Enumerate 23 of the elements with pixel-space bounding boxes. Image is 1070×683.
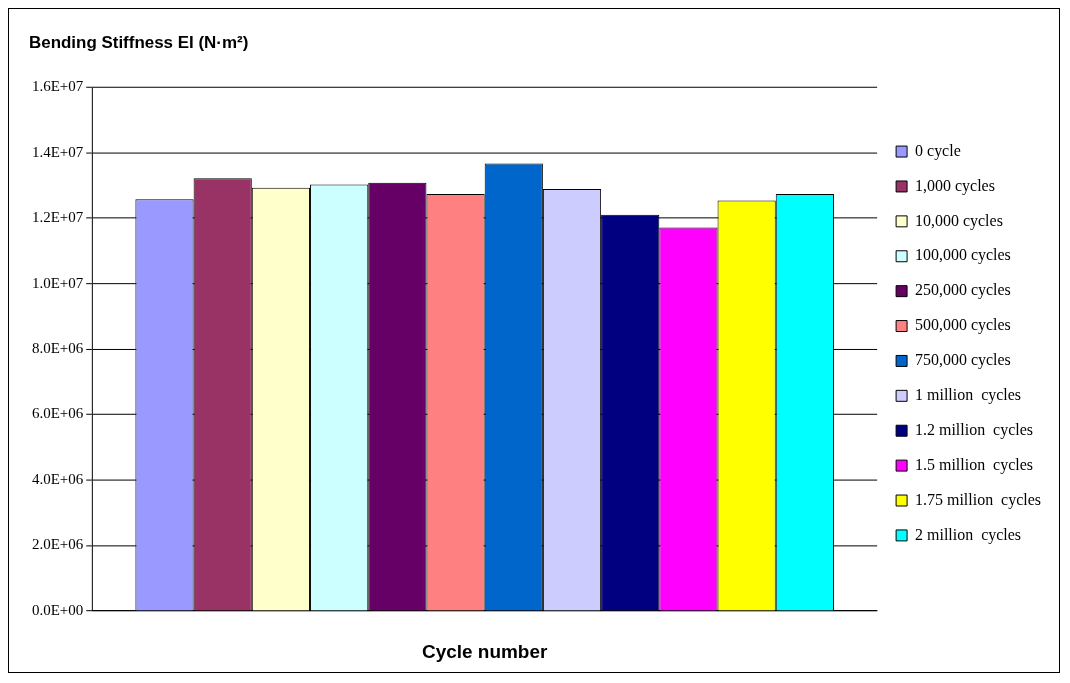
y-tick-label: 2.0E+06 <box>31 536 84 553</box>
legend-label: 750,000 cycles <box>915 351 1011 370</box>
legend-label: 1.5 million cycles <box>915 455 1033 474</box>
y-tick-label: 6.0E+06 <box>31 405 84 422</box>
legend-label: 2 million cycles <box>915 525 1022 544</box>
legend-label: 100,000 cycles <box>915 246 1011 265</box>
y-tick-label: 1.0E+07 <box>31 274 84 291</box>
legend-label: 1,000 cycles <box>915 176 995 195</box>
x-axis-title: Cycle number <box>422 640 548 662</box>
legend-label: 10,000 cycles <box>915 211 1003 230</box>
legend-label: 1 million cycles <box>915 386 1022 405</box>
y-tick-label: 1.4E+07 <box>31 143 84 160</box>
y-tick-label: 8.0E+06 <box>31 340 84 356</box>
legend-label: 250,000 cycles <box>915 281 1011 300</box>
y-tick-label: 1.6E+07 <box>31 78 84 95</box>
legend-label: 0 cycle <box>915 141 961 160</box>
y-tick-label: 0.0E+00 <box>31 601 84 618</box>
legend-label: 1.75 million cycles <box>915 490 1041 509</box>
legend-label: 500,000 cycles <box>915 316 1011 335</box>
chart-title: Bending Stiffness EI (N·m²) <box>28 32 249 52</box>
y-tick-label: 4.0E+06 <box>31 470 84 487</box>
y-tick-label: 1.2E+07 <box>31 209 84 226</box>
legend-label: 1.2 million cycles <box>915 420 1033 439</box>
